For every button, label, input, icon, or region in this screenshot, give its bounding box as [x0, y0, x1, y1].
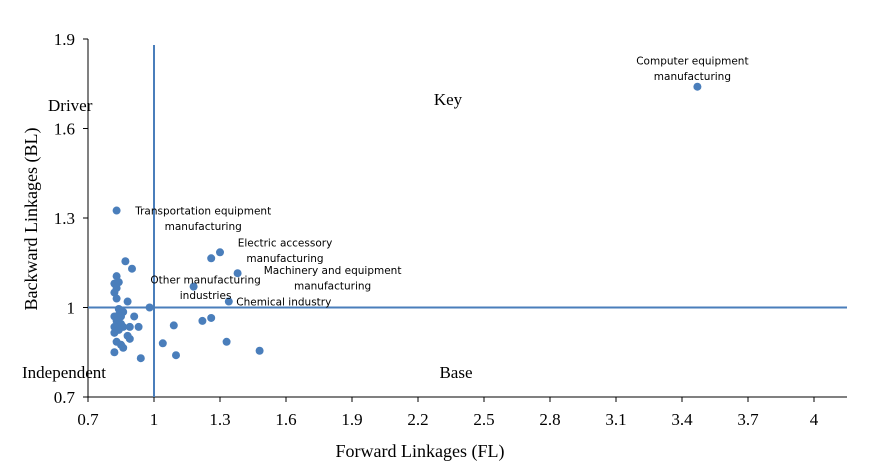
data-point	[130, 312, 139, 321]
x-tick-label: 3.1	[605, 410, 626, 429]
y-tick-label: 1.3	[54, 209, 75, 228]
data-point	[112, 206, 121, 215]
annotation-line: Chemical industry	[236, 297, 331, 309]
y-axis-label: Backward Linkages (BL)	[21, 128, 42, 311]
x-tick-label: 3.4	[671, 410, 693, 429]
quadrant-labels: Driver Key Independent Base	[22, 90, 473, 382]
x-tick-label: 4	[810, 410, 819, 429]
data-point	[110, 348, 119, 357]
x-tick-label: 1	[150, 410, 159, 429]
annotation-line: Transportation equipment	[134, 205, 271, 217]
annotation-line: industries	[180, 290, 232, 302]
data-point	[123, 297, 132, 306]
data-point	[172, 351, 180, 360]
data-point	[255, 346, 264, 355]
y-tick-label: 1.6	[54, 120, 75, 139]
y-tick-label: 0.7	[54, 388, 76, 407]
x-axis-label: Forward Linkages (FL)	[336, 441, 505, 462]
data-point	[145, 303, 154, 312]
data-point	[222, 337, 231, 346]
data-point	[121, 257, 130, 266]
x-tick-label: 1.3	[209, 410, 230, 429]
data-point	[224, 297, 233, 306]
data-point	[207, 313, 216, 322]
x-tick-label: 3.7	[737, 410, 759, 429]
data-point	[233, 269, 242, 278]
y-tick-label: 1.9	[54, 30, 75, 49]
data-point	[189, 282, 198, 291]
x-tick-label: 1.9	[341, 410, 362, 429]
x-tick-label: 0.7	[77, 410, 99, 429]
annotations: Computer equipment manufacturingTransport…	[134, 56, 748, 309]
point-annotation: Electric accessory manufacturing	[238, 237, 333, 265]
annotation-line: Machinery and equipment	[264, 265, 402, 277]
point-annotation: Machinery and equipment manufacturing	[264, 265, 402, 293]
x-tick-label: 2.8	[539, 410, 560, 429]
data-point	[128, 264, 136, 273]
point-annotation: Computer equipment manufacturing	[636, 56, 748, 84]
reference-lines	[88, 45, 847, 397]
quadrant-label-base: Base	[439, 363, 472, 382]
data-point	[693, 82, 702, 91]
annotation-line: manufacturing	[654, 71, 731, 83]
point-annotation: Other manufacturing industries	[150, 275, 260, 303]
data-point	[119, 343, 128, 352]
data-point	[198, 316, 207, 325]
data-point	[216, 248, 224, 257]
y-tick-label: 1	[67, 299, 76, 318]
quadrant-label-independent: Independent	[22, 363, 106, 382]
annotation-line: manufacturing	[246, 253, 323, 265]
data-point	[112, 294, 121, 303]
data-point	[125, 334, 134, 343]
data-point	[169, 321, 178, 330]
point-annotation: Chemical industry	[236, 297, 331, 309]
data-point	[136, 354, 145, 363]
quadrant-label-driver: Driver	[48, 96, 93, 115]
data-point	[125, 322, 134, 331]
annotation-line: manufacturing	[294, 281, 371, 293]
x-tick-label: 2.5	[473, 410, 494, 429]
quadrant-label-key: Key	[434, 90, 463, 109]
axes: 0.7 1 1.3 1.6 1.9 2.2 2.5 2.8 3.1 3.4 3.7 4 0.7 1 1.3 1…	[54, 30, 847, 429]
annotation-line: Electric accessory	[238, 237, 333, 249]
annotation-line: Other manufacturing	[150, 275, 260, 287]
x-tick-label: 1.6	[275, 410, 296, 429]
data-point	[207, 254, 216, 263]
data-point	[158, 339, 167, 348]
annotation-line: manufacturing	[165, 221, 242, 233]
annotation-line: Computer equipment	[636, 56, 748, 68]
x-tick-label: 2.2	[407, 410, 428, 429]
data-point	[134, 322, 143, 331]
data-points	[110, 82, 702, 363]
data-point	[110, 328, 119, 337]
point-annotation: Transportation equipment manufacturing	[134, 205, 271, 233]
